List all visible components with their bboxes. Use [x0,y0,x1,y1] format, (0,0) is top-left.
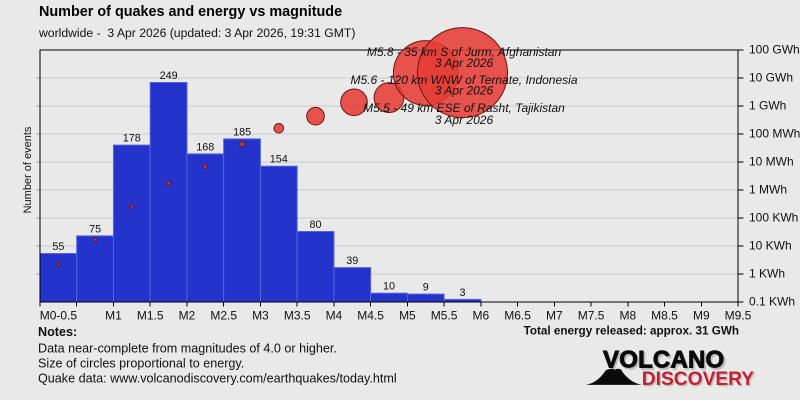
svg-text:Total energy released: approx.: Total energy released: approx. 31 GWh [524,325,739,338]
svg-text:55: 55 [52,241,64,253]
svg-text:0.1 KWh: 0.1 KWh [749,294,795,308]
svg-text:M2.5: M2.5 [210,309,237,323]
svg-text:3 Apr 2026: 3 Apr 2026 [435,56,494,70]
svg-text:178: 178 [123,133,141,145]
svg-text:1 KWh: 1 KWh [749,266,785,280]
svg-text:M5.5 - 49 km ESE of Rasht, Taj: M5.5 - 49 km ESE of Rasht, Tajikistan [363,101,565,115]
svg-text:M7.5: M7.5 [578,309,605,323]
svg-text:DISCOVERY: DISCOVERY [643,371,756,392]
svg-text:Size of circles proportional t: Size of circles proportional to energy. [38,357,244,371]
svg-text:10 KWh: 10 KWh [749,238,792,252]
svg-text:M9: M9 [693,309,710,323]
svg-text:VOLCANO: VOLCANO [605,348,726,375]
svg-text:Notes:: Notes: [38,325,77,339]
svg-text:Number of quakes and energy vs: Number of quakes and energy vs magnitude [39,4,342,20]
svg-text:3: 3 [459,287,465,299]
svg-text:Number of events: Number of events [22,126,34,213]
svg-text:249: 249 [160,70,178,82]
svg-text:M0-0.5: M0-0.5 [40,309,78,323]
svg-text:M3.5: M3.5 [284,309,311,323]
svg-text:10 GWh: 10 GWh [749,70,793,84]
svg-text:M5.6 - 120 km WNW of Ternate,: M5.6 - 120 km WNW of Ternate, Indonesia [351,73,578,87]
svg-text:100 GWh: 100 GWh [749,42,800,56]
svg-text:10 MWh: 10 MWh [749,154,794,168]
svg-text:1 MWh: 1 MWh [749,182,787,196]
svg-text:M1: M1 [105,309,122,323]
svg-text:M8.5: M8.5 [651,309,678,323]
svg-text:DISCOVERY: DISCOVERY [642,369,755,390]
svg-text:39: 39 [346,255,358,267]
svg-text:3 Apr 2026: 3 Apr 2026 [435,84,494,98]
svg-text:M8: M8 [619,309,636,323]
svg-text:Data near-complete from magnit: Data near-complete from magnitudes of 4.… [38,341,337,355]
svg-text:185: 185 [233,126,251,138]
svg-text:worldwide - 3 Apr 2026 (updat: worldwide - 3 Apr 2026 (updated: 3 Apr 2… [38,26,355,40]
svg-text:M5.5: M5.5 [431,309,458,323]
svg-text:75: 75 [89,223,101,235]
svg-text:M4: M4 [326,309,343,323]
svg-text:154: 154 [270,154,288,166]
svg-text:VOLCANO: VOLCANO [603,346,724,373]
svg-text:M4.5: M4.5 [357,309,384,323]
svg-text:80: 80 [309,219,321,231]
svg-text:3 Apr 2026: 3 Apr 2026 [435,113,494,127]
svg-text:M5: M5 [399,309,416,323]
svg-text:9: 9 [423,282,429,294]
svg-text:M2: M2 [179,309,196,323]
svg-text:Quake data: www.volcanodiscove: Quake data: www.volcanodiscovery.com/ear… [38,372,397,386]
svg-text:M9.5: M9.5 [725,309,752,323]
svg-text:1 GWh: 1 GWh [749,98,786,112]
svg-text:168: 168 [196,141,214,153]
svg-text:M7: M7 [546,309,563,323]
svg-text:100 MWh: 100 MWh [749,126,800,140]
svg-text:M1.5: M1.5 [137,309,164,323]
svg-text:M6.5: M6.5 [504,309,531,323]
svg-text:10: 10 [383,281,395,293]
svg-text:M6: M6 [472,309,489,323]
svg-text:100 KWh: 100 KWh [749,210,798,224]
svg-text:M3: M3 [252,309,269,323]
svg-text:M5.8 - 35 km S of Jurm, Afghan: M5.8 - 35 km S of Jurm, Afghanistan [367,45,562,59]
